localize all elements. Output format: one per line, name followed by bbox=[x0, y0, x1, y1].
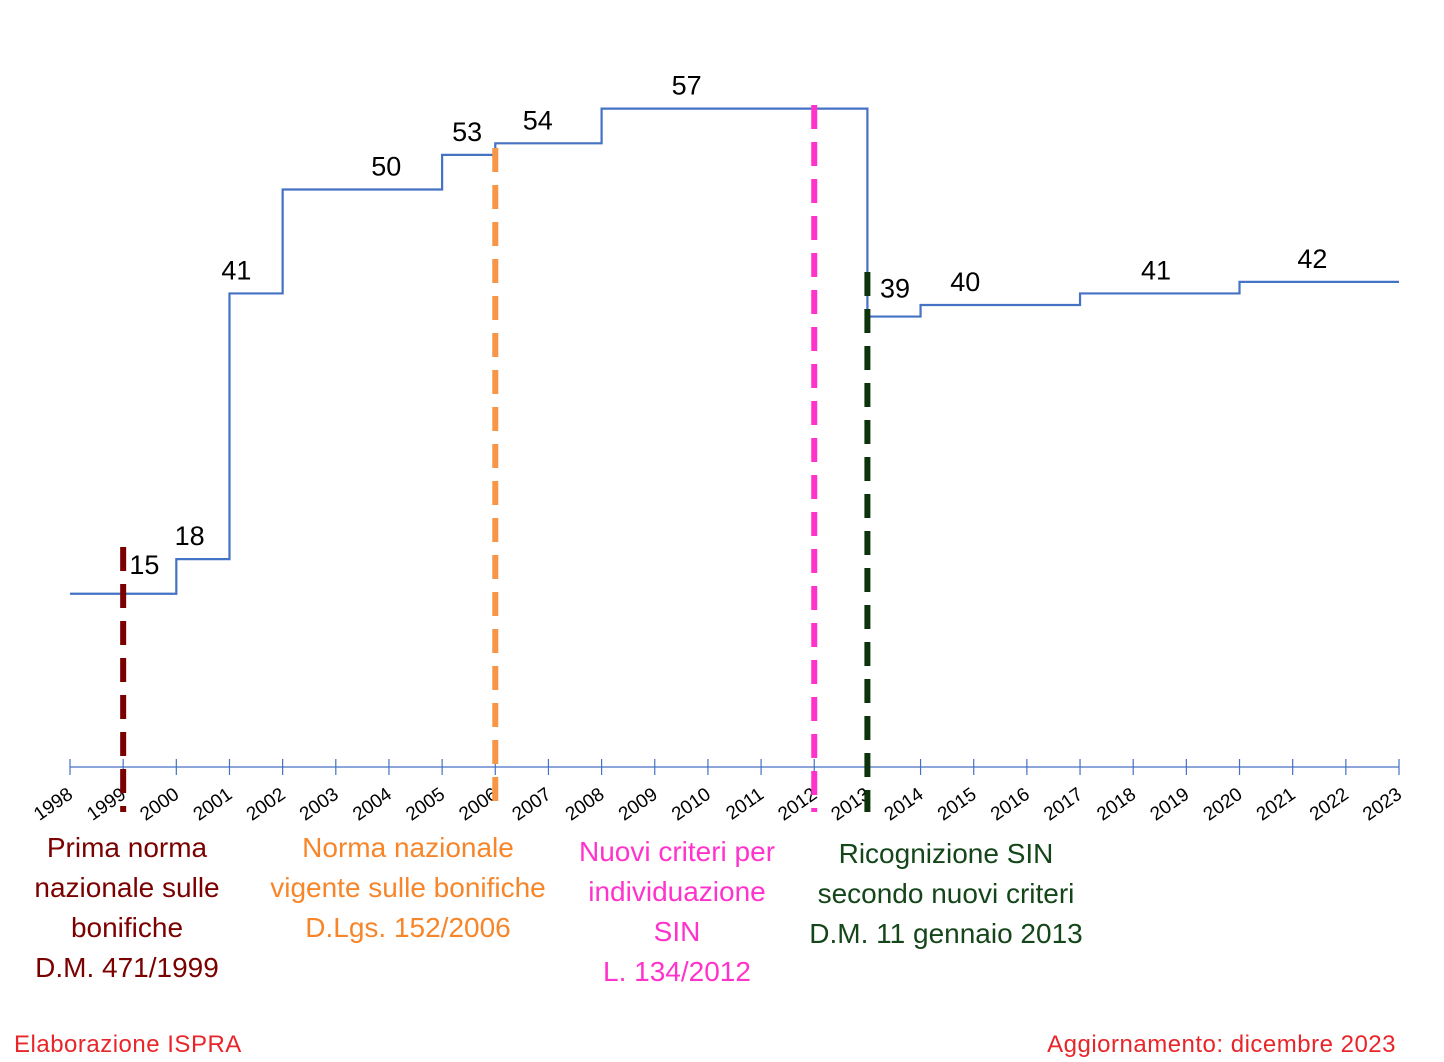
value-label: 15 bbox=[129, 550, 159, 580]
value-label: 41 bbox=[1141, 255, 1171, 285]
annotations: Prima norma nazionale sulle bonifiche D.M. … bbox=[34, 832, 1082, 987]
annotation-line: L. 134/2012 bbox=[603, 956, 751, 987]
value-label: 40 bbox=[950, 267, 980, 297]
x-tick-label: 2000 bbox=[137, 784, 184, 825]
x-tick-label: 2022 bbox=[1306, 784, 1353, 825]
value-label: 50 bbox=[371, 152, 401, 182]
annotation-line: Ricognizione SIN bbox=[839, 838, 1054, 869]
x-tick-label: 2005 bbox=[402, 784, 449, 825]
value-label: 57 bbox=[672, 71, 702, 101]
annotation-line: Prima norma bbox=[47, 832, 208, 863]
x-tick-label: 2001 bbox=[190, 784, 237, 825]
annotation-line: nazionale sulle bbox=[34, 872, 219, 903]
x-axis: 1998 1999 2000 2001 2002 2003 2004 2005 2006 2007… bbox=[30, 759, 1406, 825]
x-tick-label: 2007 bbox=[509, 784, 556, 825]
annotation-line: individuazione bbox=[588, 876, 765, 907]
annotation-line: bonifiche bbox=[71, 912, 183, 943]
x-tick-label: 2011 bbox=[722, 784, 768, 825]
annotation-line: D.Lgs. 152/2006 bbox=[305, 912, 511, 943]
x-tick-label: 2010 bbox=[668, 784, 715, 825]
x-tick-label: 2021 bbox=[1253, 784, 1300, 825]
annotation-line: D.M. 471/1999 bbox=[35, 952, 219, 983]
x-tick-label: 2003 bbox=[296, 784, 343, 825]
value-label: 39 bbox=[880, 274, 910, 304]
x-tick-label: 2009 bbox=[615, 784, 662, 825]
x-tick-label: 2002 bbox=[243, 784, 290, 825]
x-tick-label: 2023 bbox=[1359, 784, 1406, 825]
step-line bbox=[70, 107, 1399, 595]
x-tick-label: 2019 bbox=[1147, 784, 1194, 825]
x-tick-label: 2017 bbox=[1040, 784, 1087, 825]
footer-right: Aggiornamento: dicembre 2023 bbox=[1047, 1031, 1396, 1058]
value-label: 18 bbox=[175, 521, 205, 551]
annotation-line: secondo nuovi criteri bbox=[818, 878, 1075, 909]
x-tick-label: 2020 bbox=[1200, 784, 1247, 825]
annotation-line: vigente sulle bonifiche bbox=[270, 872, 546, 903]
value-labels: 15 18 41 50 53 54 57 39 40 41 42 bbox=[129, 71, 1327, 580]
value-label: 53 bbox=[452, 117, 482, 147]
series-line bbox=[70, 107, 1399, 595]
footer-left: Elaborazione ISPRA bbox=[14, 1031, 242, 1058]
annotation-line: SIN bbox=[654, 916, 701, 947]
annotation-line: Nuovi criteri per bbox=[579, 836, 775, 867]
value-label: 42 bbox=[1297, 244, 1327, 274]
annotation-line: D.M. 11 gennaio 2013 bbox=[809, 918, 1082, 949]
x-tick-label: 2008 bbox=[562, 784, 609, 825]
x-tick-label: 2015 bbox=[934, 784, 981, 825]
annotation-line: Norma nazionale bbox=[302, 832, 514, 863]
x-tick-label: 2018 bbox=[1093, 784, 1140, 825]
x-tick-label: 2014 bbox=[881, 784, 928, 826]
x-tick-label: 2004 bbox=[349, 784, 396, 826]
event-markers bbox=[120, 105, 871, 812]
x-tick-label: 2016 bbox=[987, 784, 1034, 825]
value-label: 41 bbox=[221, 255, 251, 285]
value-label: 54 bbox=[523, 105, 553, 135]
x-tick-label: 1998 bbox=[30, 784, 77, 825]
